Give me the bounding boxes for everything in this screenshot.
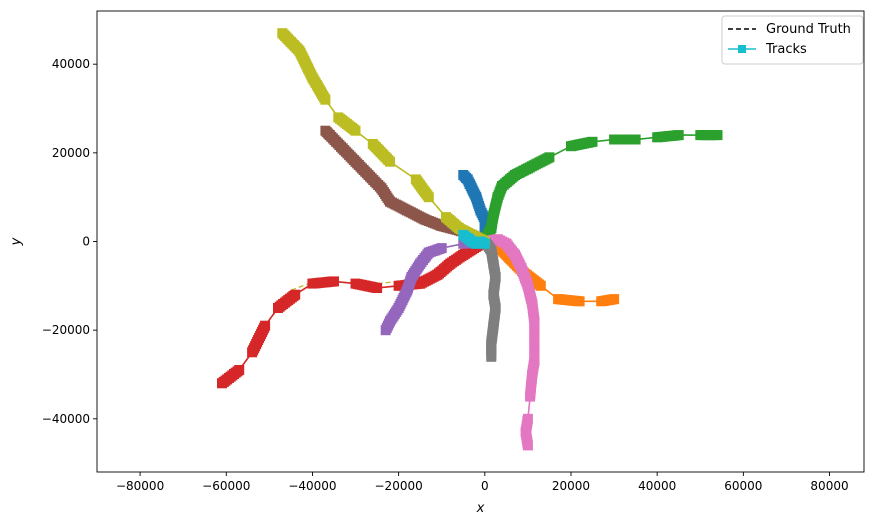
track-marker <box>307 278 318 289</box>
y-tick-label: 0 <box>82 235 90 249</box>
track-series-9 <box>458 229 490 249</box>
track-marker <box>609 294 620 305</box>
track-marker <box>486 351 497 362</box>
legend-tracks-label: Tracks <box>765 42 807 57</box>
plot-marks <box>217 28 723 451</box>
track-series-3 <box>217 236 490 389</box>
track-series-6 <box>479 234 540 451</box>
x-axis-ticks: −80000 −60000 −40000 −20000 0 20000 40000 60000… <box>116 472 849 493</box>
track-series-2 <box>479 130 723 247</box>
track-marker <box>673 130 684 141</box>
track-line-2 <box>484 134 718 242</box>
x-tick-label: −80000 <box>116 479 164 493</box>
track-marker <box>333 112 344 123</box>
y-tick-label: 20000 <box>52 146 90 160</box>
track-marker <box>458 238 469 249</box>
ground-truth-extra-0 <box>277 240 486 305</box>
x-tick-label: 0 <box>481 479 489 493</box>
track-series-7 <box>479 236 501 362</box>
track-marker <box>525 391 536 402</box>
track-marker <box>273 303 283 313</box>
track-marker <box>367 139 378 149</box>
y-axis-ticks: −40000 −20000 0 20000 40000 <box>42 57 97 426</box>
y-tick-label: −40000 <box>42 412 90 426</box>
track-marker <box>320 125 331 136</box>
track-marker <box>247 347 258 358</box>
track-marker <box>441 212 451 223</box>
x-tick-label: 20000 <box>552 479 590 493</box>
track-marker <box>393 280 404 291</box>
track-marker <box>630 134 641 145</box>
track-marker <box>544 152 555 163</box>
legend: Ground Truth Tracks <box>721 15 864 65</box>
track-marker <box>712 130 723 141</box>
track-series-8 <box>277 28 490 247</box>
track-marker <box>535 280 546 291</box>
y-tick-label: −20000 <box>42 323 90 337</box>
legend-box <box>721 15 864 65</box>
x-tick-label: 40000 <box>638 479 676 493</box>
track-marker <box>574 296 585 307</box>
x-tick-label: 60000 <box>724 479 762 493</box>
ground-truth-line-2 <box>484 134 718 242</box>
x-tick-label: −60000 <box>202 479 250 493</box>
track-marker <box>277 28 288 39</box>
y-axis-label: y <box>9 237 24 246</box>
track-marker <box>350 278 361 289</box>
track-marker <box>217 378 227 389</box>
legend-tracks-marker <box>738 45 746 53</box>
track-marker <box>479 238 490 249</box>
track-marker <box>522 440 533 451</box>
track-marker <box>587 136 598 147</box>
track-marker <box>410 174 421 185</box>
y-tick-label: 40000 <box>52 57 90 71</box>
x-tick-label: −20000 <box>375 479 423 493</box>
track-marker <box>380 325 391 336</box>
x-axis-label: x <box>476 501 485 516</box>
x-tick-label: −40000 <box>288 479 336 493</box>
legend-ground-truth-label: Ground Truth <box>766 22 851 37</box>
x-tick-label: 80000 <box>810 479 848 493</box>
